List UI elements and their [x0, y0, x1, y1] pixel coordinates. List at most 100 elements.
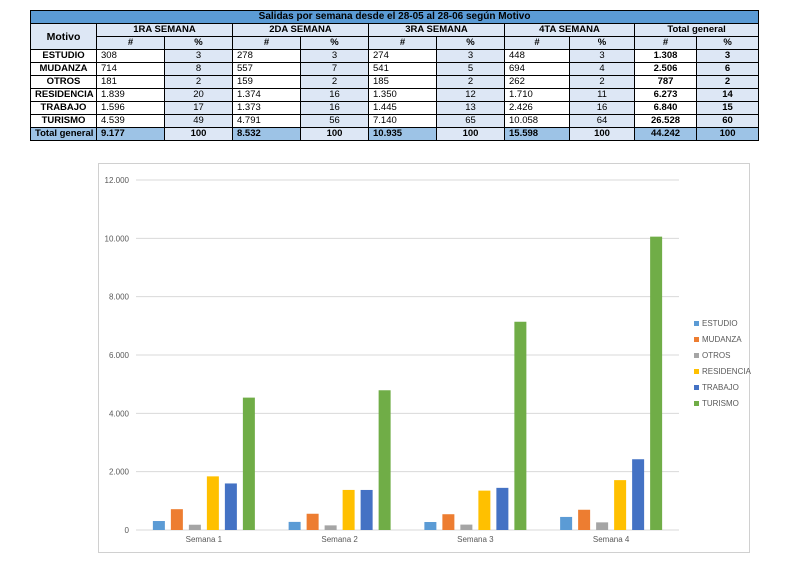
motivo-cell: OTROS — [30, 75, 97, 89]
legend-label: TURISMO — [702, 398, 739, 408]
legend-swatch — [694, 320, 699, 326]
percent-cell: 2 — [436, 75, 505, 89]
count-cell: 1.373 — [232, 101, 301, 115]
bar-estudio — [424, 522, 437, 530]
percent-cell: 60 — [695, 114, 760, 128]
legend-swatch — [694, 336, 699, 342]
count-cell: 4.791 — [232, 114, 301, 128]
table-title: Salidas por semana desde el 28-05 al 28-… — [29, 10, 760, 24]
bar-residencia — [342, 489, 355, 530]
percent-cell: 4 — [569, 62, 635, 76]
legend-label: RESIDENCIA — [702, 366, 751, 376]
bar-estudio — [288, 521, 301, 530]
percent-cell: 7 — [300, 62, 369, 76]
count-cell: 1.839 — [96, 88, 165, 102]
percent-cell: 3 — [695, 49, 760, 63]
bar-trabajo — [224, 483, 237, 530]
table-body: ESTUDIO 308 3 278 3 274 3 448 3 1.308 3 MUDANZA 714 8… — [30, 49, 760, 141]
legend-label: OTROS — [702, 350, 731, 360]
percent-cell: 100 — [436, 127, 505, 141]
percent-cell: 14 — [695, 88, 760, 102]
x-category-label: Semana 3 — [457, 535, 494, 544]
bar-trabajo — [632, 459, 645, 530]
count-cell: 7.140 — [368, 114, 437, 128]
percent-cell: 16 — [300, 101, 369, 115]
percent-cell: 3 — [164, 49, 233, 63]
count-cell: 262 — [504, 75, 570, 89]
percent-cell: 13 — [436, 101, 505, 115]
bar-mudanza — [306, 513, 319, 530]
count-cell: 448 — [504, 49, 570, 63]
bar-estudio — [152, 521, 165, 530]
y-tick-label: 2.000 — [109, 468, 130, 477]
bar-turismo — [650, 236, 663, 530]
motivo-table-container: Salidas por semana desde el 28-05 al 28-… — [29, 10, 760, 141]
legend-item: OTROS — [694, 347, 751, 363]
legend-swatch — [694, 384, 699, 390]
count-cell: 2.426 — [504, 101, 570, 115]
count-cell: 10.935 — [368, 127, 437, 141]
bar-residencia — [478, 490, 491, 530]
count-cell: 2.506 — [634, 62, 697, 76]
legend-label: MUDANZA — [702, 334, 742, 344]
x-category-label: Semana 2 — [321, 535, 358, 544]
count-cell: 8.532 — [232, 127, 301, 141]
percent-subheader: % — [436, 36, 505, 50]
y-tick-label: 6.000 — [109, 351, 130, 360]
percent-cell: 2 — [569, 75, 635, 89]
week-header: 1RA SEMANA — [96, 23, 233, 37]
y-tick-label: 4.000 — [109, 409, 130, 418]
motivo-header: Motivo — [30, 23, 97, 50]
legend-label: TRABAJO — [702, 382, 739, 392]
count-subheader: # — [634, 36, 697, 50]
y-tick-label: 10.000 — [105, 234, 130, 243]
percent-cell: 56 — [300, 114, 369, 128]
table-row: MUDANZA 714 8 557 7 541 5 694 4 2.506 6 — [30, 62, 760, 76]
motivo-cell: TURISMO — [30, 114, 97, 128]
count-subheader: # — [96, 36, 165, 50]
total-header: Total general — [633, 23, 760, 37]
motivo-table: Salidas por semana desde el 28-05 al 28-… — [29, 10, 760, 141]
legend-label: ESTUDIO — [702, 318, 738, 328]
count-cell: 278 — [232, 49, 301, 63]
percent-cell: 17 — [164, 101, 233, 115]
count-cell: 26.528 — [634, 114, 697, 128]
bar-otros — [596, 522, 609, 530]
percent-cell: 65 — [436, 114, 505, 128]
count-cell: 714 — [96, 62, 165, 76]
percent-cell: 5 — [436, 62, 505, 76]
count-cell: 9.177 — [96, 127, 165, 141]
bar-mudanza — [578, 509, 591, 530]
percent-cell: 20 — [164, 88, 233, 102]
y-tick-label: 8.000 — [109, 293, 130, 302]
percent-cell: 100 — [695, 127, 760, 141]
percent-cell: 11 — [569, 88, 635, 102]
motivo-cell: TRABAJO — [30, 101, 97, 115]
chart-plot: 0 2.000 4.000 6.000 8.000 10.000 12.000 Semana … — [105, 176, 679, 544]
count-cell: 308 — [96, 49, 165, 63]
y-tick-label: 0 — [125, 526, 130, 535]
bar-otros — [188, 524, 201, 530]
percent-cell: 49 — [164, 114, 233, 128]
x-category-label: Semana 1 — [186, 535, 223, 544]
percent-subheader: % — [695, 36, 760, 50]
legend-item: TURISMO — [694, 395, 751, 411]
percent-subheader: % — [569, 36, 635, 50]
percent-subheader: % — [164, 36, 233, 50]
bar-chart: 0 2.000 4.000 6.000 8.000 10.000 12.000 Semana … — [98, 163, 751, 553]
bar-residencia — [206, 476, 219, 530]
legend-item: TRABAJO — [694, 379, 751, 395]
count-cell: 787 — [634, 75, 697, 89]
count-cell: 6.273 — [634, 88, 697, 102]
week-header: 3RA SEMANA — [368, 23, 505, 37]
week-header: 2DA SEMANA — [232, 23, 369, 37]
table-row: RESIDENCIA 1.839 20 1.374 16 1.350 12 1.710 11 6.… — [30, 88, 760, 102]
percent-cell: 15 — [695, 101, 760, 115]
percent-cell: 3 — [569, 49, 635, 63]
percent-cell: 12 — [436, 88, 505, 102]
bar-turismo — [514, 321, 527, 530]
count-subheader: # — [368, 36, 437, 50]
percent-cell: 3 — [300, 49, 369, 63]
motivo-cell: MUDANZA — [30, 62, 97, 76]
table-row: TRABAJO 1.596 17 1.373 16 1.445 13 2.426 16 6.840… — [30, 101, 760, 115]
